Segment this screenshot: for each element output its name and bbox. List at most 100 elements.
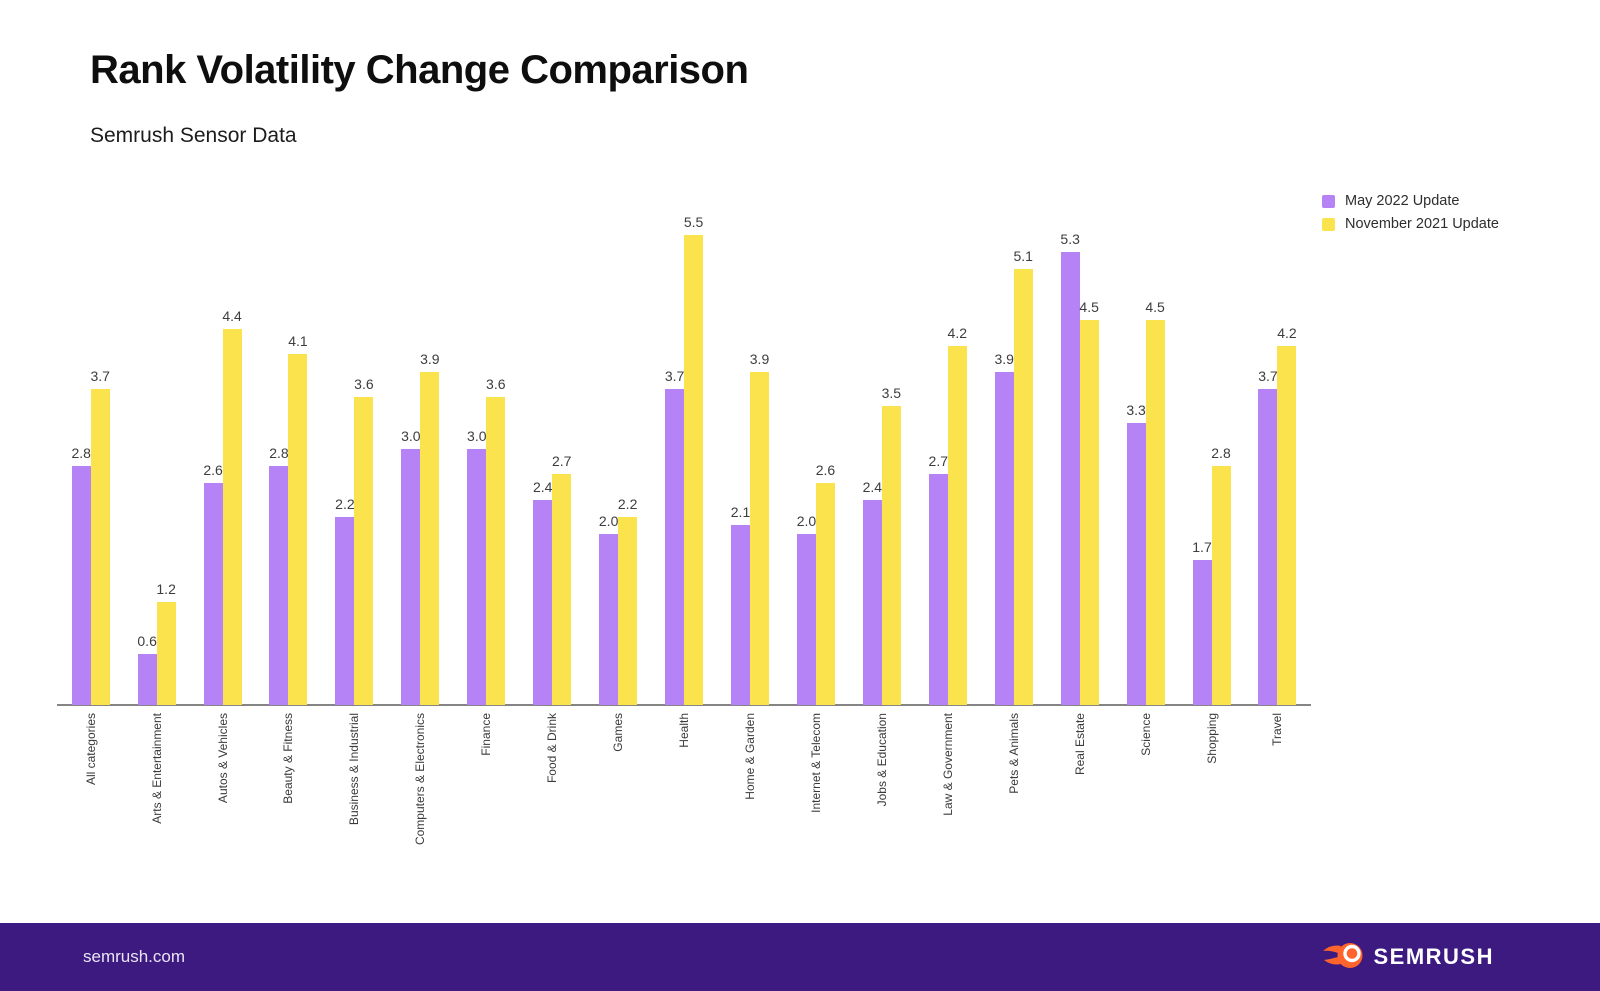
bar-value-label: 3.6 [354,376,374,393]
bar-nov-2021-science [1145,320,1165,705]
bar-nov-2021-finance [486,397,506,705]
bar-may-2022-arts-entertainment [137,653,157,705]
bar-may-2022-beauty-fitness [269,465,289,705]
bar-may-2022-business-industrial [335,516,355,705]
bar-value-label: 3.0 [401,427,421,444]
bar-nov-2021-home-garden [750,371,769,705]
bar-value-label: 2.8 [71,444,91,461]
footer-brand: SEMRUSH [1322,940,1494,974]
bar-value-label: 3.6 [486,376,506,393]
x-axis-line [57,704,1311,706]
legend-swatch-may-2022 [1322,194,1335,208]
bar-nov-2021-internet-telecom [815,482,835,705]
bar-value-label: 0.6 [137,632,157,649]
legend: May 2022 Update November 2021 Update [1322,193,1499,232]
x-axis-label-games: Games [611,713,626,752]
bar-nov-2021-shopping [1211,465,1231,705]
x-axis-label-shopping: Shopping [1204,713,1219,764]
bar-nov-2021-autos-vehicles [222,328,242,705]
bar-value-label: 5.1 [1013,247,1033,264]
bar-value-label: 4.5 [1079,299,1099,316]
bar-value-label: 4.1 [288,333,308,350]
footer-site-url: semrush.com [83,947,186,966]
bar-nov-2021-pets-animals [1013,268,1033,705]
bar-nov-2021-food-drink [552,474,572,705]
bar-value-label: 3.9 [994,350,1014,367]
bar-value-label: 5.3 [1060,230,1080,247]
x-axis-label-all-categories: All categories [83,713,98,786]
x-axis-label-business-industrial: Business & Industrial [347,713,362,826]
bar-value-label: 2.2 [335,495,355,512]
bar-value-label: 2.0 [598,513,619,529]
bar-value-label: 3.7 [1258,367,1278,384]
bar-may-2022-law-government [928,474,948,705]
bar-nov-2021-real-estate [1079,320,1099,705]
bar-nov-2021-games [618,516,638,705]
legend-label-november-2021: November 2021 Update [1345,216,1499,232]
bar-nov-2021-beauty-fitness [288,354,308,705]
bar-nov-2021-travel [1277,345,1297,705]
bar-value-label: 4.2 [1277,324,1297,341]
bar-value-label: 2.8 [1211,444,1231,461]
x-axis-label-law-government: Law & Government [940,713,955,816]
bar-value-label: 2.2 [617,495,638,512]
x-axis-label-internet-telecom: Internet & Telecom [808,713,823,813]
bar-value-label: 2.6 [203,461,223,478]
bar-may-2022-real-estate [1060,251,1080,705]
chart-title: Rank Volatility Change Comparison [90,48,749,92]
bar-value-label: 2.0 [796,513,817,529]
bar-value-label: 2.1 [730,504,751,521]
bar-may-2022-science [1126,422,1146,705]
bar-value-label: 3.7 [664,367,685,384]
footer-brand-wordmark: SEMRUSH [1373,944,1494,969]
bar-may-2022-pets-animals [994,371,1014,705]
bar-may-2022-autos-vehicles [203,482,223,705]
bar-may-2022-home-garden [731,525,750,705]
bar-may-2022-all-categories [71,465,91,705]
bar-nov-2021-jobs-education [881,405,901,705]
bar-may-2022-shopping [1192,559,1212,705]
chart-subtitle: Semrush Sensor Data [90,124,297,147]
legend-item-may-2022: May 2022 Update [1322,193,1499,209]
bar-may-2022-health [665,388,685,705]
bar-value-label: 3.5 [881,384,902,401]
bar-value-label: 2.4 [532,478,553,495]
bar-value-label: 4.2 [947,324,968,341]
bar-may-2022-jobs-education [862,499,882,705]
bar-value-label: 2.4 [862,478,883,495]
x-axis-label-arts-entertainment: Arts & Entertainment [149,713,164,824]
bar-may-2022-computers-electronics [401,448,421,705]
x-axis-label-health: Health [677,713,692,748]
bar-nov-2021-health [684,234,704,705]
footer-bar: semrush.com SEMRUSH [0,923,1600,991]
bar-value-label: 2.6 [815,461,836,478]
x-axis-label-travel: Travel [1270,713,1285,746]
bar-value-label: 2.8 [269,444,289,461]
bar-value-label: 2.7 [928,453,949,470]
bar-nov-2021-all-categories [90,388,110,705]
bar-may-2022-finance [467,448,487,705]
x-axis-label-autos-vehicles: Autos & Vehicles [215,713,230,804]
x-axis-label-finance: Finance [479,713,494,756]
bar-value-label: 3.9 [749,350,770,367]
bar-value-label: 1.2 [156,581,176,598]
bar-nov-2021-computers-electronics [420,371,440,705]
legend-label-may-2022: May 2022 Update [1345,193,1460,209]
bar-value-label: 4.5 [1145,299,1165,316]
bar-may-2022-food-drink [533,499,553,705]
bar-may-2022-games [599,534,619,705]
bar-value-label: 3.3 [1126,401,1146,418]
bar-nov-2021-law-government [947,345,967,705]
bar-value-label: 3.0 [467,427,487,444]
x-axis-label-science: Science [1138,713,1153,756]
legend-swatch-november-2021 [1322,217,1335,231]
bar-value-label: 5.5 [683,213,704,230]
semrush-logo-icon [1323,943,1363,968]
x-axis-label-food-drink: Food & Drink [545,713,560,784]
bar-may-2022-internet-telecom [796,534,816,705]
x-axis-label-computers-electronics: Computers & Electronics [413,713,428,846]
bar-value-label: 2.7 [551,453,572,470]
bar-may-2022-travel [1258,388,1278,705]
